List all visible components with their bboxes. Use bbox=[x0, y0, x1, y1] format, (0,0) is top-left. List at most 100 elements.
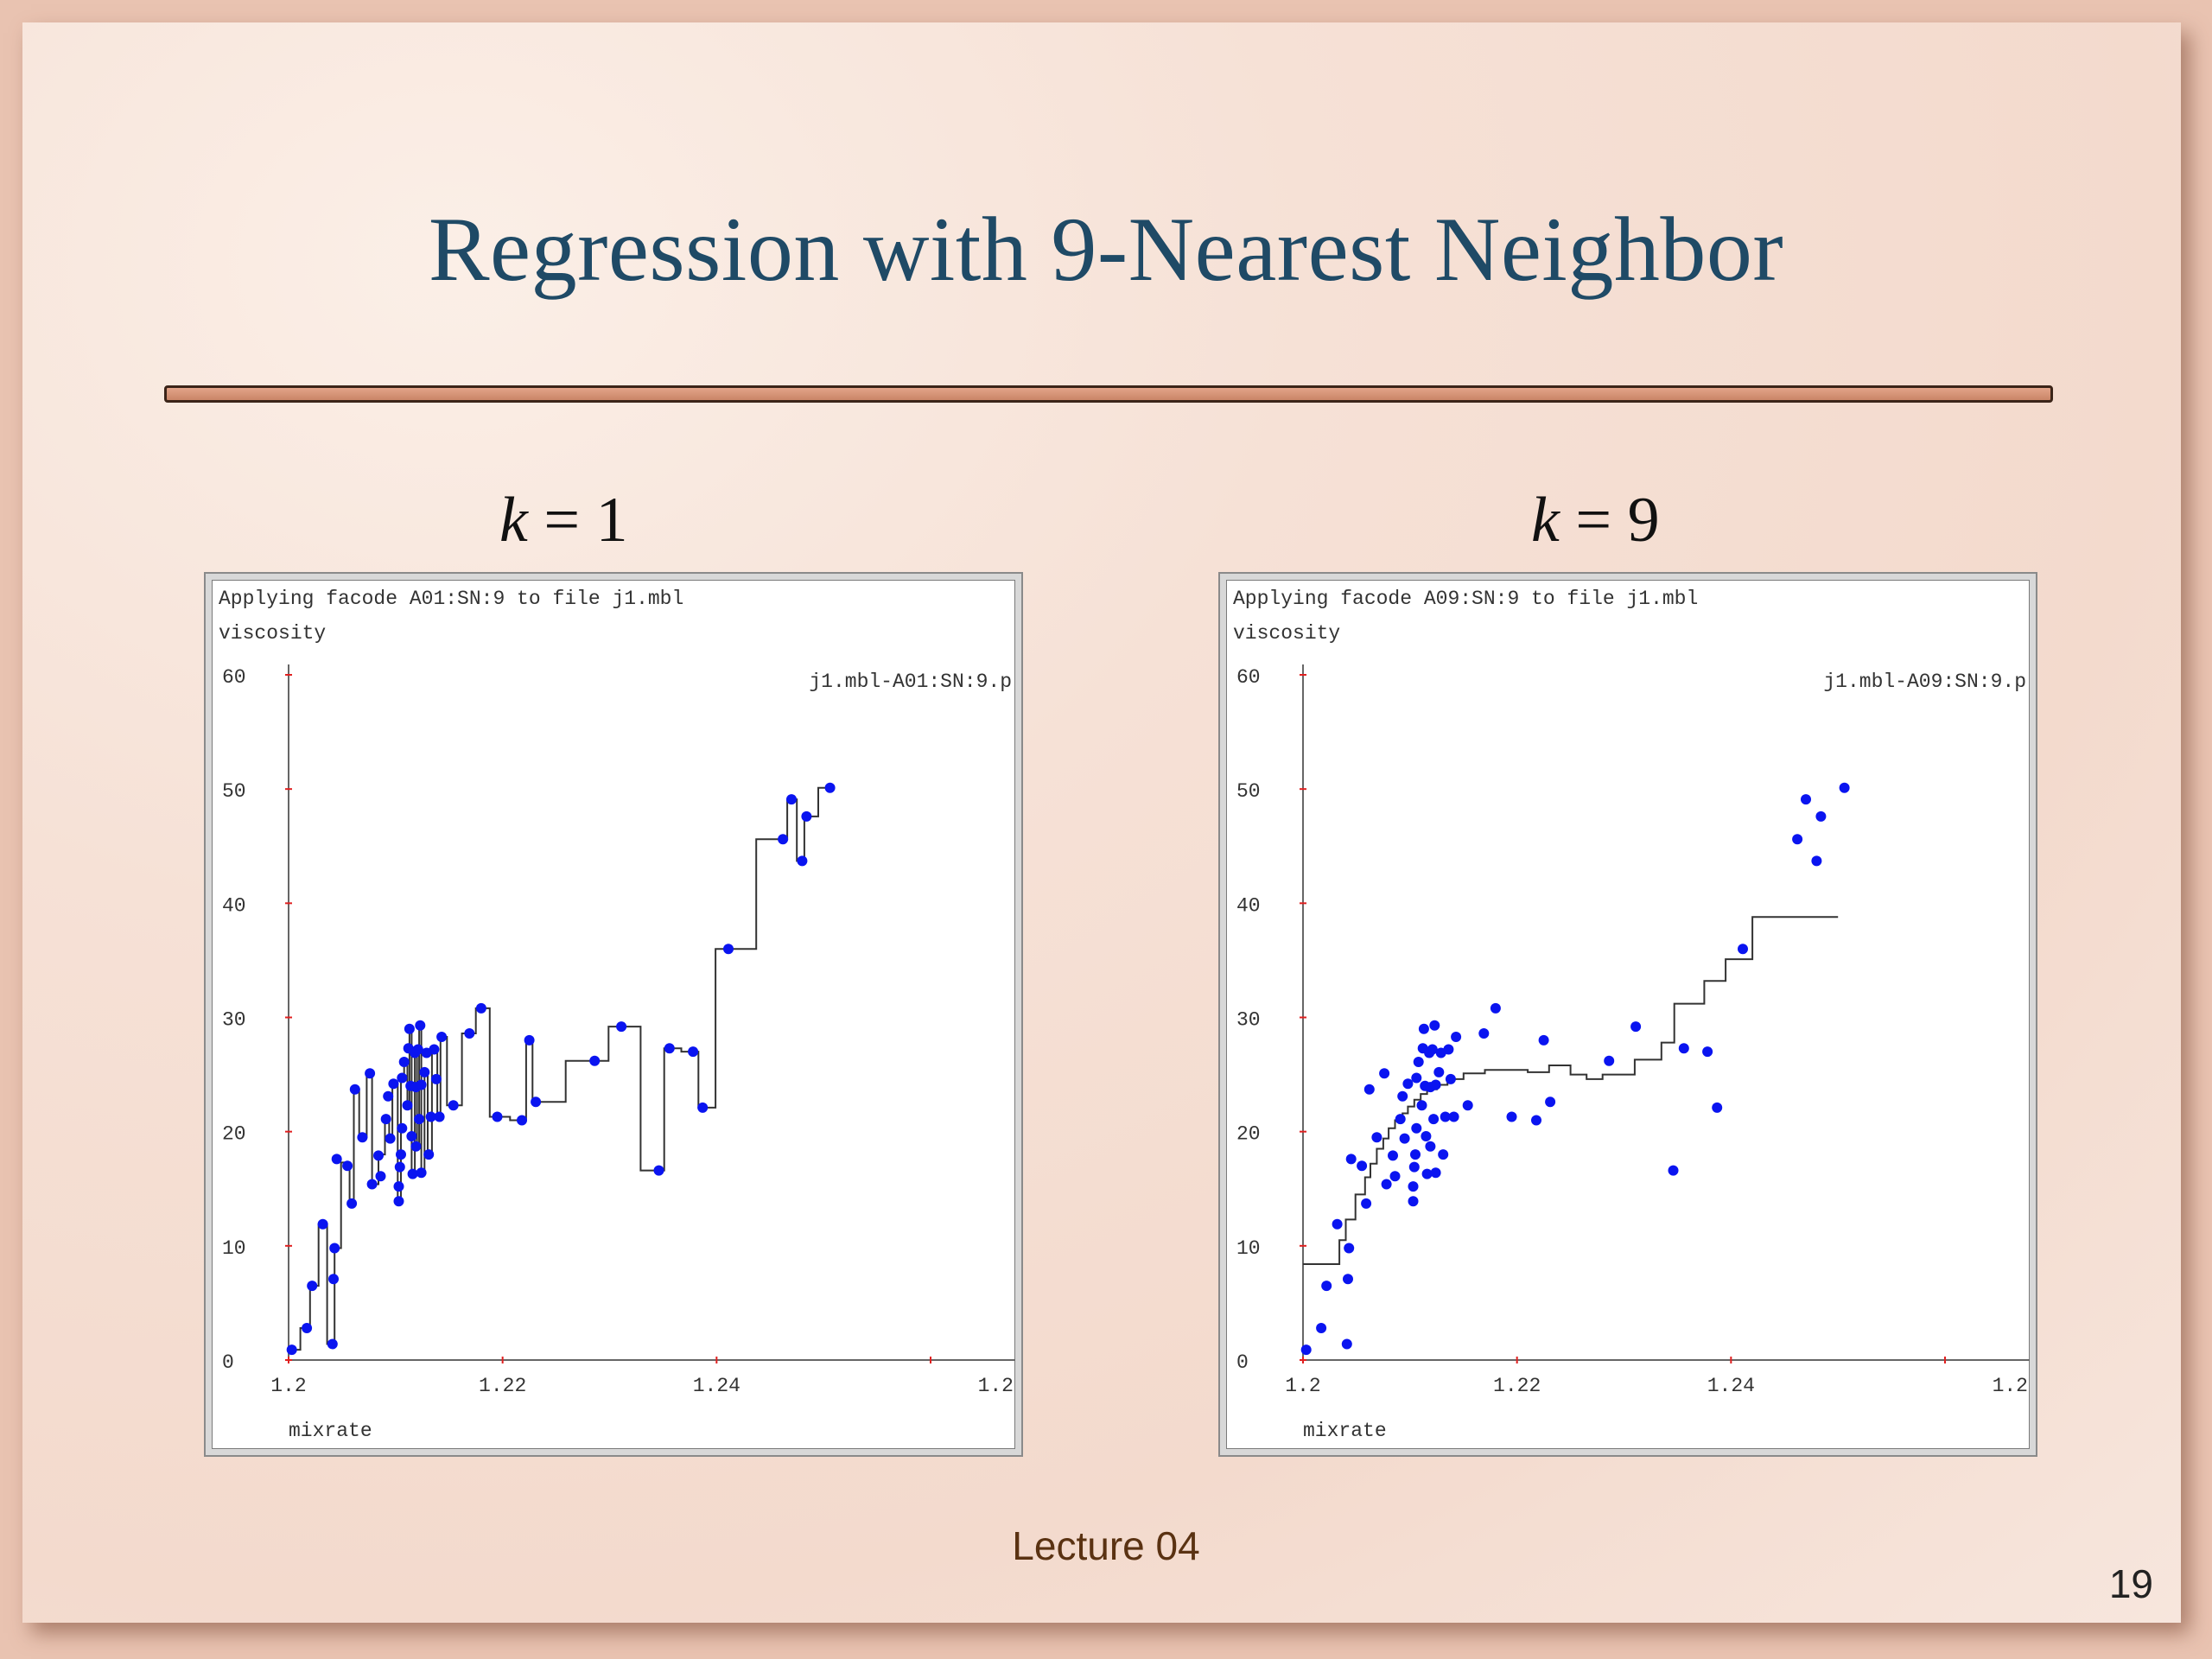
equals-sign: = bbox=[543, 485, 581, 556]
data-point bbox=[1440, 1111, 1451, 1122]
data-point bbox=[778, 834, 789, 845]
title-divider bbox=[164, 385, 2053, 403]
data-point bbox=[423, 1149, 435, 1160]
data-point bbox=[1421, 1168, 1433, 1179]
data-point bbox=[412, 1044, 423, 1055]
data-point bbox=[397, 1122, 408, 1134]
data-point bbox=[492, 1111, 503, 1122]
data-point bbox=[1389, 1171, 1401, 1182]
data-point bbox=[589, 1055, 601, 1066]
data-point bbox=[616, 1021, 627, 1033]
data-point bbox=[723, 944, 734, 955]
plot-background bbox=[212, 580, 1015, 1449]
data-point bbox=[1321, 1281, 1332, 1292]
data-point bbox=[393, 1181, 404, 1192]
data-point bbox=[402, 1100, 413, 1111]
data-point bbox=[1702, 1046, 1713, 1058]
data-point bbox=[1425, 1141, 1436, 1152]
data-point bbox=[786, 794, 797, 805]
data-point bbox=[329, 1243, 340, 1254]
x-axis-label: mixrate bbox=[1303, 1420, 1387, 1442]
data-point bbox=[327, 1338, 338, 1350]
data-point bbox=[1430, 1167, 1441, 1179]
data-point bbox=[1462, 1100, 1473, 1111]
y-tick-label: 0 bbox=[1236, 1351, 1249, 1374]
data-point bbox=[448, 1100, 459, 1111]
x-tick-label: 1.2 bbox=[1285, 1375, 1320, 1397]
data-point bbox=[1397, 1090, 1408, 1102]
y-axis-label: viscosity bbox=[1233, 622, 1340, 645]
k-label-right: k = 9 bbox=[1531, 484, 1660, 557]
data-point bbox=[688, 1046, 699, 1058]
plot-background bbox=[1226, 580, 2030, 1449]
x-axis-label: mixrate bbox=[289, 1420, 372, 1442]
data-point bbox=[429, 1044, 440, 1055]
y-tick-label: 20 bbox=[1236, 1123, 1261, 1146]
x-tick-label: 1.2 bbox=[270, 1375, 306, 1397]
data-point bbox=[1402, 1078, 1414, 1090]
data-point bbox=[797, 855, 808, 867]
y-tick-label: 60 bbox=[1236, 666, 1261, 689]
data-point bbox=[349, 1084, 360, 1095]
data-point bbox=[824, 782, 836, 793]
k-symbol: k bbox=[1531, 485, 1560, 556]
data-point bbox=[664, 1043, 675, 1054]
data-point bbox=[464, 1028, 475, 1039]
chart-panel-k1: Applying facode A01:SN:9 to file j1.mbl v… bbox=[204, 572, 1023, 1457]
data-point bbox=[436, 1032, 448, 1042]
x-tick-label: 1.2 bbox=[1993, 1375, 2028, 1397]
data-point bbox=[1332, 1218, 1343, 1230]
data-point bbox=[1316, 1323, 1327, 1333]
data-point bbox=[414, 1114, 425, 1125]
data-point bbox=[1411, 1072, 1422, 1084]
data-point bbox=[1490, 1002, 1501, 1014]
data-point bbox=[1538, 1034, 1549, 1046]
data-point bbox=[1478, 1028, 1490, 1039]
data-point bbox=[366, 1179, 378, 1190]
data-point bbox=[383, 1090, 394, 1102]
data-point bbox=[396, 1149, 406, 1160]
data-point bbox=[346, 1198, 358, 1209]
y-tick-label: 10 bbox=[1236, 1237, 1261, 1260]
chart-header: Applying facode A01:SN:9 to file j1.mbl bbox=[219, 588, 683, 610]
data-point bbox=[653, 1165, 664, 1176]
k-value: 1 bbox=[595, 485, 628, 556]
data-point bbox=[697, 1102, 709, 1113]
data-point bbox=[357, 1132, 368, 1143]
data-point bbox=[1411, 1122, 1422, 1134]
y-tick-label: 60 bbox=[222, 666, 246, 689]
data-point bbox=[1408, 1181, 1419, 1192]
y-tick-label: 10 bbox=[222, 1237, 246, 1260]
slide-title: Regression with 9-Nearest Neighbor bbox=[428, 199, 1784, 300]
data-point bbox=[801, 810, 812, 822]
data-point bbox=[1792, 834, 1803, 845]
x-tick-label: 1.22 bbox=[479, 1375, 526, 1397]
y-axis-label: viscosity bbox=[219, 622, 326, 645]
data-point bbox=[1443, 1044, 1454, 1055]
data-point bbox=[393, 1196, 404, 1207]
data-point bbox=[415, 1020, 426, 1031]
data-point bbox=[434, 1111, 445, 1122]
data-point bbox=[1427, 1044, 1438, 1055]
y-tick-label: 30 bbox=[222, 1009, 246, 1032]
data-point bbox=[419, 1066, 430, 1077]
data-point bbox=[286, 1344, 297, 1356]
data-point bbox=[1430, 1079, 1441, 1090]
y-tick-label: 50 bbox=[1236, 780, 1261, 803]
data-point bbox=[1531, 1115, 1541, 1126]
data-point bbox=[394, 1161, 405, 1173]
chart-header: Applying facode A09:SN:9 to file j1.mbl bbox=[1233, 588, 1698, 610]
data-point bbox=[397, 1072, 408, 1084]
data-point bbox=[410, 1141, 422, 1152]
data-point bbox=[1429, 1020, 1440, 1031]
k-symbol: k bbox=[499, 485, 528, 556]
data-point bbox=[430, 1073, 442, 1084]
data-point bbox=[1361, 1198, 1372, 1209]
k-value: 9 bbox=[1627, 485, 1660, 556]
data-point bbox=[517, 1115, 527, 1126]
data-point bbox=[1445, 1073, 1456, 1084]
data-point bbox=[307, 1281, 318, 1292]
data-point bbox=[1371, 1132, 1382, 1143]
data-point bbox=[1811, 855, 1822, 867]
data-point bbox=[1428, 1114, 1440, 1125]
